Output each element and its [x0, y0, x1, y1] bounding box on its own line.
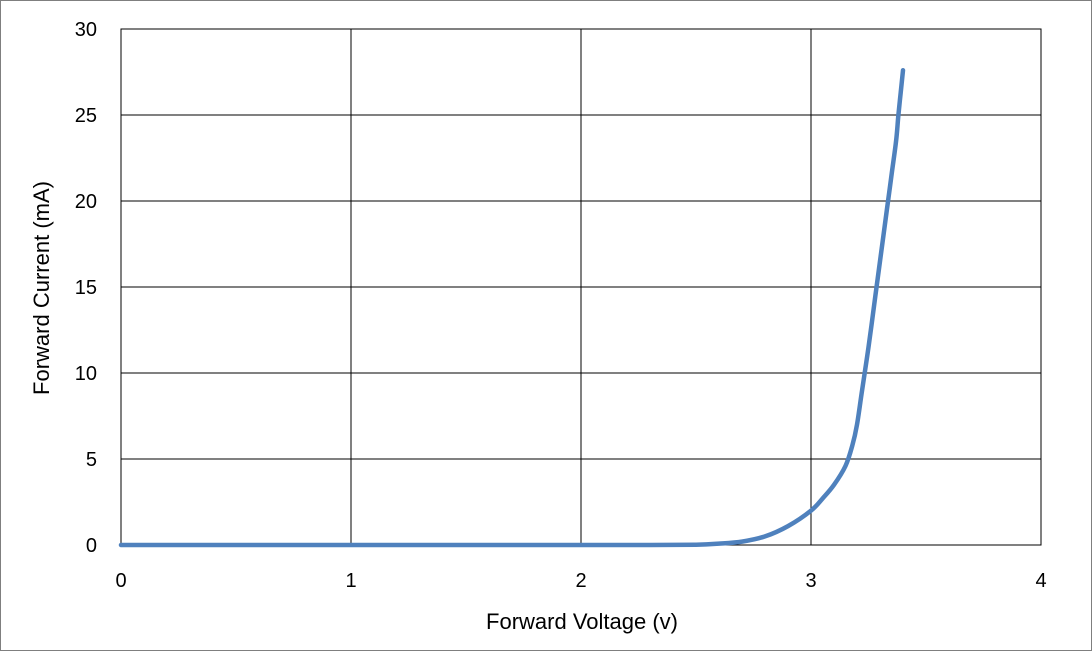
x-tick-labels: 0 1 2 3 4 — [115, 570, 1046, 592]
x-tick-label: 3 — [805, 570, 816, 592]
grid-lines — [120, 28, 1042, 546]
x-tick-label: 0 — [115, 570, 126, 592]
y-tick-label: 5 — [86, 449, 97, 471]
y-axis-title: Forward Current (mA) — [29, 181, 54, 395]
x-tick-label: 1 — [345, 570, 356, 592]
x-tick-label: 4 — [1035, 570, 1046, 592]
y-tick-labels: 0 5 10 15 20 25 30 — [75, 19, 97, 557]
series-line — [118, 68, 906, 548]
y-tick-label: 25 — [75, 105, 97, 127]
y-tick-label: 10 — [75, 363, 97, 385]
x-tick-label: 2 — [575, 570, 586, 592]
y-tick-label: 30 — [75, 19, 97, 41]
y-tick-label: 0 — [86, 535, 97, 557]
y-tick-label: 20 — [75, 191, 97, 213]
y-tick-label: 15 — [75, 277, 97, 299]
series-layer — [118, 68, 906, 548]
x-axis-title: Forward Voltage (v) — [486, 609, 678, 634]
